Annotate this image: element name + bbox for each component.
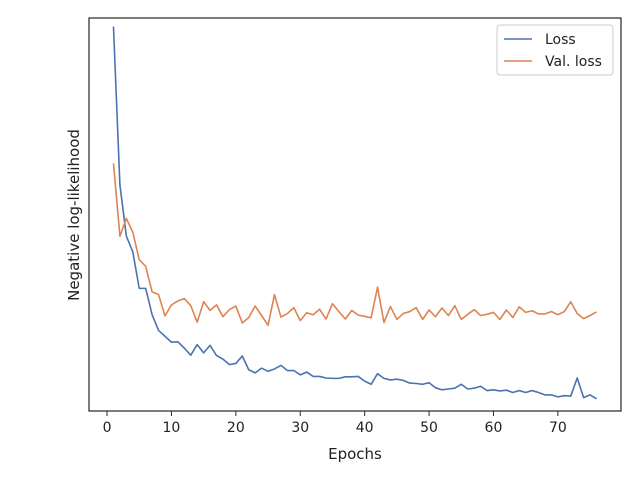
x-axis-ticks: 0 10 20 30 40 50 60 70: [103, 411, 567, 436]
x-axis-label: Epochs: [328, 445, 382, 463]
x-tick-label-70: 70: [549, 420, 567, 436]
y-axis-label: Negative log-likelihood: [65, 129, 83, 301]
series-line-val-loss: [112, 163, 597, 327]
series-line-loss: [112, 26, 597, 400]
x-tick-label-40: 40: [356, 420, 374, 436]
x-tick-label-10: 10: [163, 420, 181, 436]
plot-frame: [88, 17, 622, 412]
series-layer: [112, 26, 597, 400]
legend-label-val-loss: Val. loss: [545, 54, 602, 70]
x-tick-label-50: 50: [420, 420, 438, 436]
x-tick-label-20: 20: [227, 420, 245, 436]
legend-label-loss: Loss: [545, 32, 576, 48]
legend: Loss Val. loss: [496, 24, 614, 76]
x-tick-label-0: 0: [103, 420, 112, 436]
legend-box: [496, 24, 614, 76]
x-tick-label-60: 60: [485, 420, 503, 436]
x-tick-label-30: 30: [291, 420, 309, 436]
